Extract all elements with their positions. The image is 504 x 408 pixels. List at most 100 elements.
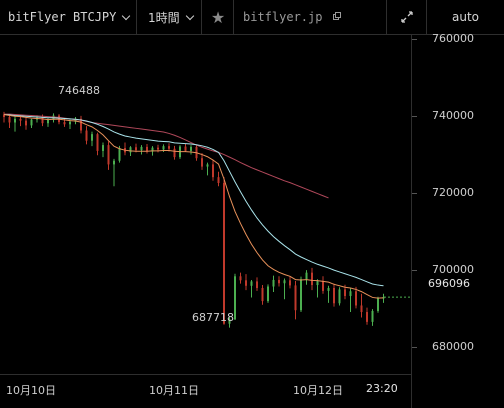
candle-body: [30, 119, 33, 126]
toolbar-divider: [426, 0, 427, 34]
candle-body: [102, 145, 104, 151]
candle-body: [129, 147, 132, 153]
current-price-label: 696096: [428, 277, 470, 290]
candle-body: [289, 280, 291, 286]
candle-body: [261, 287, 264, 302]
candle-body: [371, 310, 374, 322]
candle-body: [206, 164, 209, 167]
candle-body: [14, 118, 16, 123]
candle-body: [69, 121, 71, 125]
timeframe-selector[interactable]: 1時間: [148, 0, 194, 34]
candle-body: [355, 291, 357, 306]
favorite-button[interactable]: ★: [208, 0, 228, 34]
price-tick-label: 720000: [432, 186, 474, 199]
price-chart[interactable]: [0, 35, 412, 408]
candle-body: [146, 146, 148, 152]
candle-body: [245, 280, 247, 286]
candle-body: [212, 164, 214, 178]
symbol-selector[interactable]: bitFlyer BTCJPY: [8, 0, 131, 34]
candle-body: [283, 280, 286, 284]
candle-body: [63, 122, 66, 125]
source-link[interactable]: bitflyer.jp: [243, 0, 322, 34]
price-tick: [412, 193, 417, 194]
candle-body: [184, 146, 187, 151]
candle-body: [256, 281, 258, 288]
candle-body: [74, 118, 77, 122]
toolbar-divider: [136, 0, 137, 34]
candle-body: [333, 287, 335, 304]
toolbar-divider: [386, 0, 387, 34]
candle-body: [344, 289, 346, 296]
ma-fast-line: [3, 113, 384, 299]
popout-icon[interactable]: [333, 12, 341, 20]
candle-body: [311, 272, 313, 286]
candle-body: [8, 117, 11, 123]
candle-body: [151, 147, 154, 152]
candle-body: [294, 285, 297, 311]
candle-body: [25, 120, 27, 126]
symbol-label: bitFlyer BTCJPY: [8, 10, 117, 24]
candle-body: [316, 281, 319, 286]
candle-body: [322, 281, 324, 291]
fullscreen-button[interactable]: [400, 0, 414, 34]
high-price-label: 746488: [58, 84, 100, 97]
candle-body: [91, 134, 93, 141]
star-icon: ★: [210, 7, 226, 27]
candle-body: [201, 158, 203, 167]
candle-body: [19, 118, 22, 121]
candle-body: [107, 145, 110, 165]
toolbar-divider: [201, 0, 202, 34]
candle-body: [96, 134, 99, 151]
candle-body: [338, 289, 341, 304]
candle-body: [223, 182, 225, 324]
candle-body: [327, 287, 330, 291]
candle-body: [162, 146, 165, 150]
candle-body: [135, 147, 137, 151]
candle-body: [267, 286, 269, 302]
candle-body: [234, 276, 236, 320]
candle-body: [173, 148, 176, 158]
candle-body: [239, 276, 242, 281]
price-tick: [412, 116, 417, 117]
candle-body: [360, 305, 363, 313]
candle-body: [366, 312, 368, 322]
candle-body: [217, 177, 220, 183]
candle-body: [305, 272, 308, 280]
autoscale-button[interactable]: auto: [427, 0, 504, 34]
candle-body: [250, 281, 253, 286]
candle-body: [377, 298, 379, 311]
candle-body: [85, 130, 88, 141]
ma-slow-line: [4, 113, 329, 199]
candle-body: [157, 147, 159, 150]
candle-body: [228, 319, 231, 324]
price-tick-label: 760000: [432, 32, 474, 45]
low-price-label: 687718: [192, 311, 234, 324]
candle-body: [278, 279, 280, 284]
candle-body: [113, 160, 115, 165]
source-link-label: bitflyer.jp: [243, 10, 323, 24]
chevron-down-icon: [185, 11, 194, 20]
candle-body: [3, 114, 5, 118]
candle-body: [190, 146, 192, 151]
price-tick-label: 700000: [432, 263, 474, 276]
chart-toolbar: bitFlyer BTCJPY 1時間 ★ bitflyer.jp auto: [0, 0, 504, 35]
candle-body: [47, 119, 49, 124]
time-tick-label: 10月10日: [6, 384, 56, 397]
candle-body: [349, 291, 352, 296]
price-tick: [412, 347, 417, 348]
toolbar-divider: [233, 0, 234, 34]
candle-body: [272, 279, 275, 287]
candle-body: [80, 118, 82, 131]
price-tick: [412, 39, 417, 40]
time-cursor-label: 23:20: [366, 382, 398, 395]
candle-body: [168, 146, 170, 149]
time-tick-label: 10月12日: [293, 384, 343, 397]
timeframe-label: 1時間: [148, 10, 180, 25]
price-axis[interactable]: 760000 740000 720000 700000 680000: [412, 32, 504, 408]
candle-body: [41, 117, 44, 124]
price-tick: [412, 270, 417, 271]
autoscale-label: auto: [451, 10, 479, 24]
candle-body: [300, 279, 302, 311]
candle-body: [140, 146, 143, 151]
price-tick-label: 680000: [432, 340, 474, 353]
